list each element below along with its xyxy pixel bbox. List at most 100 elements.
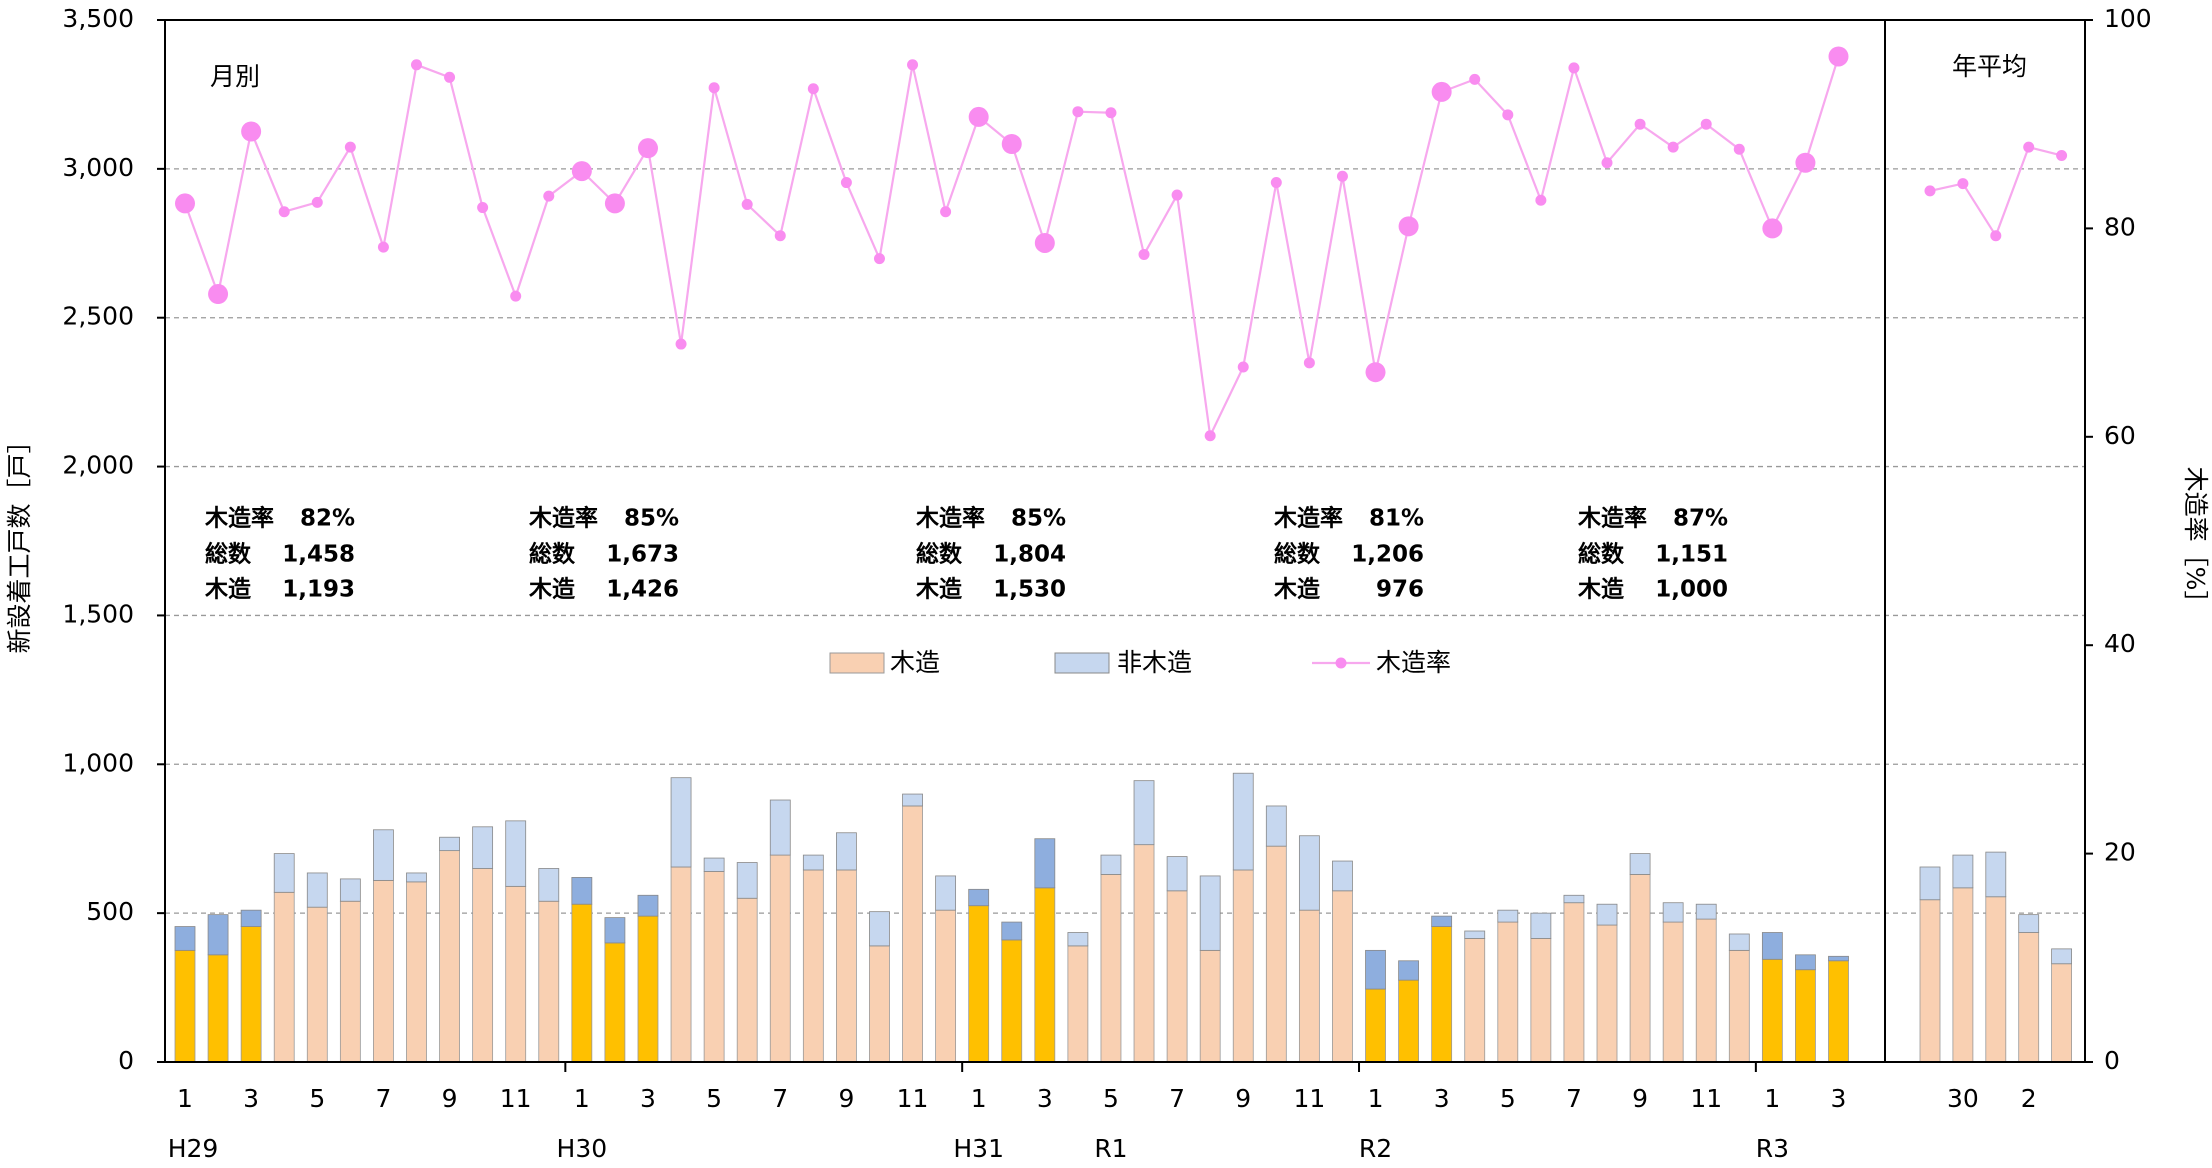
x-tick-label: 7 bbox=[1566, 1084, 1582, 1113]
wood-bar bbox=[1919, 899, 1941, 1063]
rate-marker bbox=[241, 121, 262, 142]
rate-marker bbox=[1001, 133, 1022, 154]
y-tick-label: 1,000 bbox=[62, 748, 134, 777]
annotation-value: 1,426 bbox=[606, 577, 679, 603]
wood-bar bbox=[1166, 890, 1188, 1063]
x-tick-label: 2 bbox=[2021, 1084, 2037, 1113]
rate-marker bbox=[1957, 178, 1969, 190]
rate-marker bbox=[774, 230, 786, 242]
annotation-label: 木造率 bbox=[528, 505, 598, 532]
x-tick-label: 9 bbox=[1235, 1084, 1251, 1113]
rate-marker bbox=[1795, 152, 1816, 173]
x-tick-label: 1 bbox=[1764, 1084, 1780, 1113]
rate-marker bbox=[208, 284, 229, 305]
non-wood-bar bbox=[1100, 854, 1122, 875]
x-tick-label: 1 bbox=[177, 1084, 193, 1113]
annotation-value: 1,000 bbox=[1655, 577, 1728, 603]
annotation-value: 1,673 bbox=[606, 542, 679, 568]
rate-marker bbox=[410, 59, 422, 71]
non-wood-bar bbox=[836, 832, 857, 871]
annotation-label: 木造率 bbox=[1577, 505, 1647, 532]
rate-marker bbox=[1204, 430, 1216, 442]
wood-bar bbox=[1795, 969, 1816, 1063]
non-wood-bar bbox=[736, 862, 758, 899]
rate-marker bbox=[1105, 107, 1117, 119]
annotation-label: 木造率 bbox=[1273, 505, 1343, 532]
rate-marker bbox=[637, 138, 658, 159]
wood-bar bbox=[174, 949, 196, 1063]
x-tick-label: 11 bbox=[897, 1084, 929, 1113]
non-wood-bar bbox=[207, 914, 229, 956]
wood-bar bbox=[472, 868, 494, 1063]
wood-bar bbox=[935, 909, 957, 1063]
wood-bar bbox=[769, 854, 791, 1063]
rate-marker bbox=[377, 241, 389, 253]
wood-bar bbox=[1761, 958, 1783, 1063]
rate-marker bbox=[1990, 230, 2002, 242]
wood-bar bbox=[1001, 939, 1023, 1063]
non-wood-bar bbox=[1629, 853, 1651, 875]
rate-marker bbox=[807, 83, 819, 95]
wood-bar bbox=[273, 891, 295, 1063]
wood-bar bbox=[1596, 924, 1618, 1063]
wood-bar bbox=[604, 942, 626, 1063]
rate-marker bbox=[444, 71, 456, 83]
wood-bar bbox=[836, 869, 857, 1063]
x-tick-label: 5 bbox=[1500, 1084, 1516, 1113]
non-wood-bar bbox=[1919, 866, 1941, 901]
wood-bar bbox=[1828, 960, 1849, 1063]
x-tick-label: 9 bbox=[442, 1084, 458, 1113]
rate-marker bbox=[1469, 73, 1481, 85]
rate-marker bbox=[1072, 106, 1084, 118]
non-wood-bar bbox=[1398, 960, 1419, 981]
non-wood-bar bbox=[769, 799, 791, 856]
y-tick-label: 0 bbox=[118, 1046, 134, 1075]
non-wood-bar bbox=[703, 857, 725, 872]
period-label: H31 bbox=[953, 1134, 1004, 1163]
non-wood-bar bbox=[1067, 932, 1089, 947]
x-tick-label: 3 bbox=[1037, 1084, 1053, 1113]
legend-label: 非木造 bbox=[1117, 648, 1192, 677]
annotation-label: 総数 bbox=[529, 541, 576, 568]
non-wood-bar bbox=[1530, 912, 1552, 939]
annotation-label: 木造 bbox=[528, 577, 576, 603]
x-tick-label: 1 bbox=[574, 1084, 590, 1113]
non-wood-bar bbox=[306, 872, 328, 908]
rate-marker bbox=[708, 82, 720, 94]
non-wood-bar bbox=[637, 894, 659, 917]
period-label: R1 bbox=[1094, 1134, 1127, 1163]
rate-marker bbox=[1502, 109, 1514, 121]
non-wood-bar bbox=[802, 854, 824, 871]
annotation-label: 木造 bbox=[1273, 577, 1321, 603]
legend-label: 木造率 bbox=[1376, 648, 1451, 677]
non-wood-bar bbox=[1563, 894, 1585, 904]
rate-marker bbox=[940, 206, 952, 218]
non-wood-bar bbox=[1232, 772, 1254, 871]
rate-marker bbox=[2023, 141, 2035, 153]
y2-tick-label: 60 bbox=[2104, 421, 2136, 450]
rate-marker bbox=[1667, 141, 1679, 153]
legend-label: 木造 bbox=[890, 648, 940, 677]
non-wood-bar bbox=[174, 926, 196, 951]
legend-marker bbox=[1335, 657, 1347, 669]
x-tick-label: 11 bbox=[1690, 1084, 1722, 1113]
annotation-label: 木造 bbox=[1577, 577, 1625, 603]
y2-tick-label: 20 bbox=[2104, 838, 2136, 867]
annotation-value: 85% bbox=[1011, 506, 1066, 532]
wood-bar bbox=[1298, 909, 1320, 1063]
wood-bar bbox=[1497, 921, 1519, 1063]
non-wood-bar bbox=[869, 911, 890, 947]
panel-label: 年平均 bbox=[1952, 52, 2027, 81]
non-wood-bar bbox=[240, 909, 262, 927]
annotation-label: 木造 bbox=[915, 577, 963, 603]
wood-bar bbox=[339, 900, 361, 1063]
wood-bar bbox=[1985, 896, 2007, 1063]
non-wood-bar bbox=[1298, 835, 1320, 911]
rate-marker bbox=[477, 202, 489, 214]
non-wood-bar bbox=[1365, 949, 1386, 990]
non-wood-bar bbox=[1795, 954, 1816, 971]
wood-bar bbox=[1695, 918, 1717, 1063]
non-wood-bar bbox=[505, 820, 527, 887]
rate-line bbox=[183, 56, 1840, 440]
non-wood-bar bbox=[472, 826, 494, 869]
